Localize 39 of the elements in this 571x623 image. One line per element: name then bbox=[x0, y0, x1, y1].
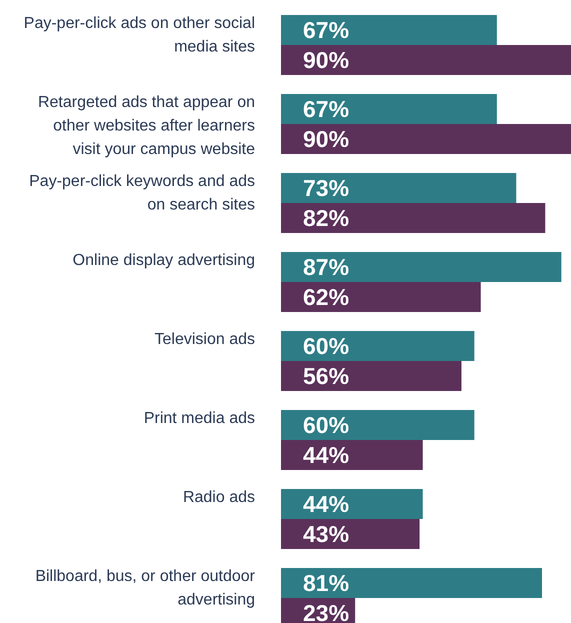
bar bbox=[281, 15, 497, 45]
data-label: 23% bbox=[303, 600, 350, 623]
bar bbox=[281, 440, 423, 470]
bar bbox=[281, 331, 474, 361]
data-label: 60% bbox=[303, 412, 350, 438]
data-label: 56% bbox=[303, 363, 350, 389]
y-tick-label: Billboard, bus, or other outdoor advertising bbox=[35, 568, 256, 608]
data-label: 82% bbox=[303, 205, 350, 231]
data-label: 62% bbox=[303, 284, 350, 310]
data-label: 90% bbox=[303, 126, 350, 152]
y-tick-label: Print media ads bbox=[144, 410, 255, 427]
bar bbox=[281, 203, 546, 233]
data-label: 67% bbox=[303, 17, 350, 43]
y-tick-label: Pay-per-click ads on other social media sites bbox=[24, 15, 255, 56]
bar bbox=[281, 519, 420, 549]
bar bbox=[281, 361, 462, 391]
data-label: 43% bbox=[303, 521, 350, 547]
data-label: 60% bbox=[303, 333, 350, 359]
data-label: 44% bbox=[303, 491, 350, 517]
bar bbox=[281, 489, 423, 519]
bar bbox=[281, 282, 481, 312]
bar bbox=[281, 94, 497, 124]
y-tick-label: Pay-per-click keywords and ads on search sites bbox=[29, 173, 255, 214]
y-tick-label: Online display advertising bbox=[72, 252, 255, 269]
y-tick-label: Television ads bbox=[154, 331, 255, 348]
y-tick-label: Radio ads bbox=[182, 489, 255, 506]
data-label: 90% bbox=[303, 47, 350, 73]
data-label: 67% bbox=[303, 96, 350, 122]
data-label: 73% bbox=[303, 175, 350, 201]
data-label: 81% bbox=[303, 570, 350, 596]
bar bbox=[281, 124, 571, 154]
data-label: 87% bbox=[303, 254, 350, 280]
bar bbox=[281, 568, 542, 598]
bar bbox=[281, 173, 516, 203]
data-label: 44% bbox=[303, 442, 350, 468]
y-tick-label: Retargeted ads that appear on other websites after learners visit your campus website bbox=[38, 94, 256, 158]
bar bbox=[281, 252, 562, 282]
bar bbox=[281, 410, 474, 440]
bar bbox=[281, 45, 571, 75]
